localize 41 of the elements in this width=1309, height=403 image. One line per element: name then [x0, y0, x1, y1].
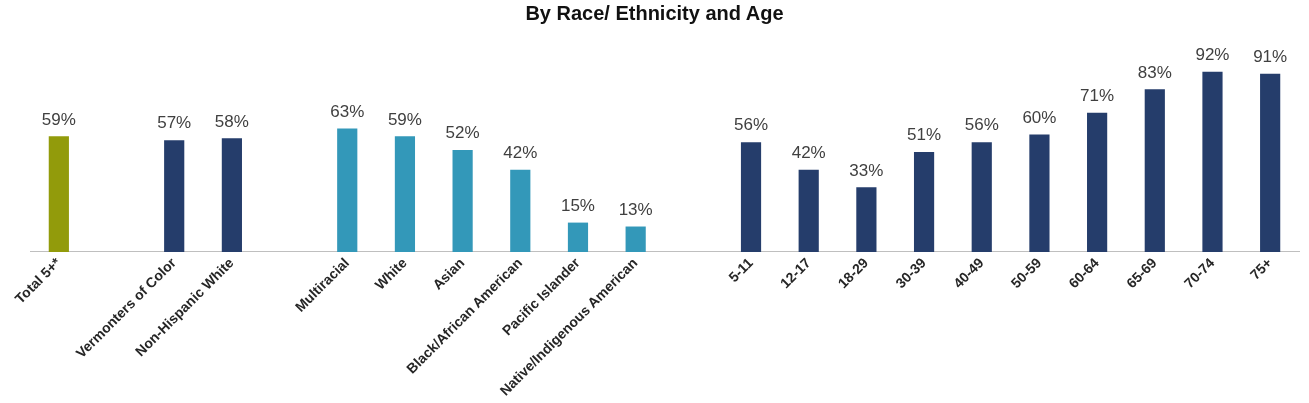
bar [394, 136, 416, 252]
bar [48, 136, 69, 252]
bar [164, 140, 185, 252]
data-label: 83% [1137, 62, 1172, 82]
data-label: 42% [503, 142, 538, 162]
data-label: 51% [907, 125, 942, 145]
data-label: 56% [734, 115, 769, 135]
bar [798, 169, 819, 252]
bar [740, 142, 762, 252]
bar [510, 169, 531, 252]
data-label: 71% [1080, 86, 1115, 106]
data-label: 52% [445, 123, 480, 143]
data-label: 57% [157, 113, 192, 133]
data-label: 42% [791, 142, 826, 162]
data-label: 60% [1022, 107, 1057, 127]
data-label: 33% [849, 160, 884, 180]
data-label: 59% [41, 109, 76, 129]
data-label: 13% [618, 199, 653, 219]
bar [337, 128, 358, 252]
data-label: 58% [214, 111, 249, 131]
bar [1029, 134, 1050, 252]
bar [913, 152, 935, 252]
bar [1260, 73, 1281, 252]
bar [452, 150, 473, 252]
data-label: 15% [560, 195, 595, 215]
bar [625, 226, 646, 252]
bar [221, 138, 242, 252]
bar [1144, 89, 1165, 252]
data-label: 63% [330, 101, 365, 121]
data-label: 59% [387, 109, 422, 129]
bar [567, 222, 589, 252]
data-label: 92% [1195, 44, 1230, 64]
bar [1087, 112, 1108, 252]
chart-title: By Race/ Ethnicity and Age [524, 1, 785, 26]
x-tick-label: 75+ [1246, 254, 1276, 283]
data-label: 91% [1253, 46, 1288, 66]
bar [1202, 71, 1223, 252]
bar [971, 142, 992, 252]
bar [856, 187, 877, 252]
x-tick-label: 5-11 [725, 254, 757, 286]
data-label: 56% [964, 115, 999, 135]
